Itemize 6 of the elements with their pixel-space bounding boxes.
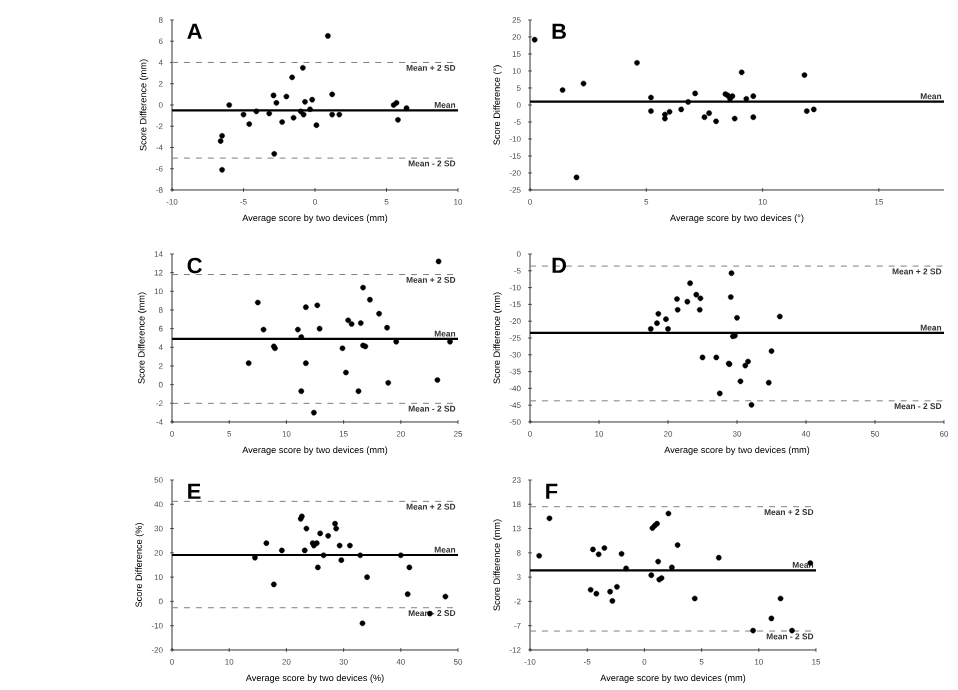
chart-title: E: [188, 484, 201, 500]
chart-title: B: [552, 24, 566, 40]
chart-title: D: [552, 257, 567, 274]
chart-title: C: [187, 257, 202, 274]
chart-title: F: [546, 484, 558, 500]
chart-title: A: [187, 24, 202, 40]
